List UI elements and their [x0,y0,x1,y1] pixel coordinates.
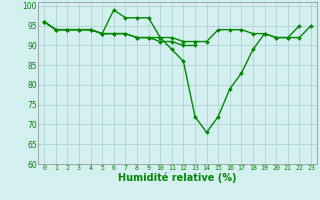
X-axis label: Humidité relative (%): Humidité relative (%) [118,173,237,183]
